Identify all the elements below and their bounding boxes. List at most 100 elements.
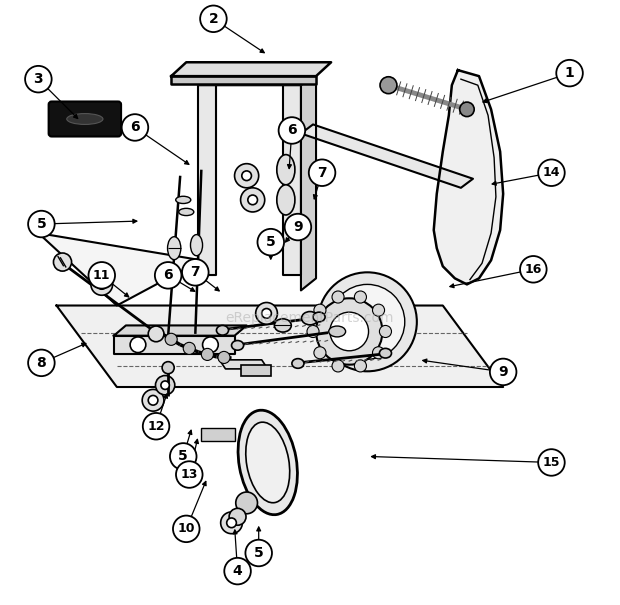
Polygon shape <box>301 73 316 290</box>
Circle shape <box>490 359 516 385</box>
Circle shape <box>91 273 113 295</box>
Circle shape <box>122 114 148 141</box>
Text: 5: 5 <box>37 217 46 231</box>
Text: 5: 5 <box>266 235 276 249</box>
Polygon shape <box>434 70 503 284</box>
Text: 6: 6 <box>163 269 173 283</box>
Circle shape <box>520 256 547 283</box>
Polygon shape <box>198 70 301 85</box>
Ellipse shape <box>216 325 229 335</box>
Circle shape <box>246 540 272 566</box>
Polygon shape <box>114 325 247 336</box>
Text: 7: 7 <box>317 166 327 180</box>
Text: 5: 5 <box>179 450 188 463</box>
Circle shape <box>380 77 397 94</box>
Ellipse shape <box>175 196 191 203</box>
Text: 16: 16 <box>525 263 542 276</box>
Polygon shape <box>171 76 316 84</box>
Ellipse shape <box>329 326 345 337</box>
Text: 14: 14 <box>542 166 560 179</box>
Polygon shape <box>219 360 268 369</box>
Bar <box>241 365 271 376</box>
Circle shape <box>28 211 55 237</box>
Circle shape <box>248 195 257 204</box>
Text: eReplacementParts.com: eReplacementParts.com <box>226 310 394 325</box>
Polygon shape <box>198 73 316 85</box>
Ellipse shape <box>313 312 325 322</box>
Text: 5: 5 <box>254 546 264 560</box>
Circle shape <box>165 333 177 345</box>
Circle shape <box>170 443 197 469</box>
Circle shape <box>285 214 311 240</box>
Text: 8: 8 <box>37 356 46 370</box>
Ellipse shape <box>67 114 103 125</box>
Circle shape <box>262 309 272 318</box>
Circle shape <box>25 66 51 93</box>
Circle shape <box>538 449 565 476</box>
Circle shape <box>355 291 366 303</box>
Circle shape <box>97 280 107 289</box>
Circle shape <box>142 390 164 411</box>
Ellipse shape <box>246 422 290 503</box>
Circle shape <box>459 102 474 117</box>
Circle shape <box>227 518 236 528</box>
Circle shape <box>53 253 71 271</box>
Circle shape <box>155 262 182 289</box>
Circle shape <box>182 259 208 286</box>
Circle shape <box>130 337 146 353</box>
Polygon shape <box>56 306 503 387</box>
Circle shape <box>162 362 174 374</box>
Circle shape <box>257 229 284 255</box>
Polygon shape <box>171 62 331 76</box>
Text: 6: 6 <box>287 123 297 137</box>
Circle shape <box>176 461 203 488</box>
FancyBboxPatch shape <box>48 102 121 137</box>
Text: 15: 15 <box>542 456 560 469</box>
Ellipse shape <box>292 359 304 368</box>
Circle shape <box>143 413 169 439</box>
Text: 9: 9 <box>498 365 508 379</box>
Circle shape <box>379 325 391 338</box>
Ellipse shape <box>379 348 391 358</box>
Circle shape <box>161 381 169 390</box>
Ellipse shape <box>231 341 244 350</box>
Circle shape <box>278 117 305 144</box>
Ellipse shape <box>301 312 319 325</box>
Circle shape <box>229 508 246 525</box>
Bar <box>202 428 234 441</box>
Circle shape <box>156 376 175 395</box>
Text: 11: 11 <box>93 269 110 282</box>
Circle shape <box>89 262 115 289</box>
Circle shape <box>307 325 319 338</box>
Ellipse shape <box>277 155 295 185</box>
Circle shape <box>184 342 195 355</box>
Polygon shape <box>301 125 473 188</box>
Circle shape <box>242 171 252 180</box>
Text: 10: 10 <box>177 522 195 535</box>
Circle shape <box>241 188 265 212</box>
Circle shape <box>236 492 257 514</box>
Polygon shape <box>114 336 234 354</box>
Ellipse shape <box>238 410 298 515</box>
Circle shape <box>173 515 200 542</box>
Circle shape <box>330 284 405 359</box>
Text: 1: 1 <box>565 66 574 80</box>
Circle shape <box>332 291 344 303</box>
Circle shape <box>255 302 277 324</box>
Text: 12: 12 <box>148 420 165 433</box>
Circle shape <box>314 347 326 359</box>
Circle shape <box>234 164 259 188</box>
Text: 9: 9 <box>293 220 303 234</box>
Ellipse shape <box>190 235 203 256</box>
Ellipse shape <box>275 319 291 332</box>
Circle shape <box>218 352 230 364</box>
Text: 3: 3 <box>33 72 43 86</box>
Polygon shape <box>198 70 216 275</box>
Ellipse shape <box>167 237 181 260</box>
Circle shape <box>318 272 417 371</box>
Text: 2: 2 <box>208 12 218 26</box>
Circle shape <box>28 350 55 376</box>
Circle shape <box>373 347 384 359</box>
Ellipse shape <box>277 185 295 215</box>
Circle shape <box>332 360 344 372</box>
